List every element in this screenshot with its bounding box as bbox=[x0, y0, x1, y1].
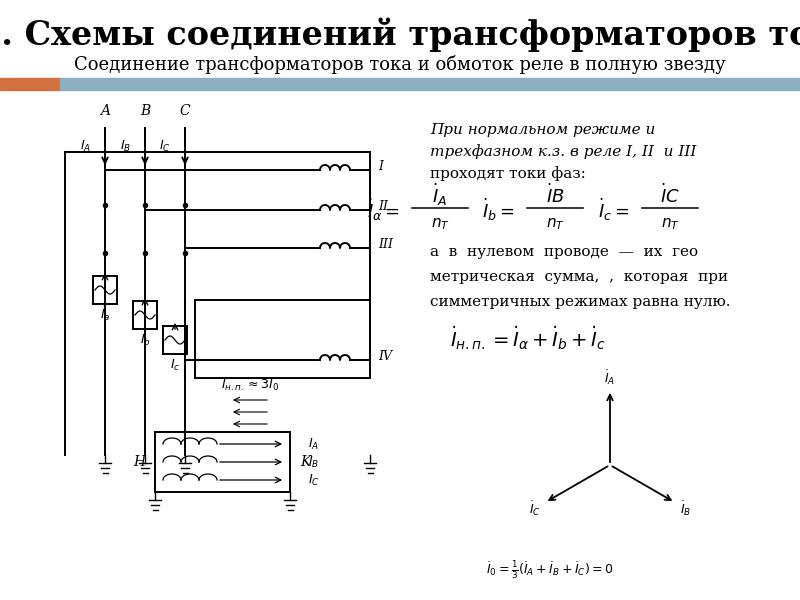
Text: $n_T$: $n_T$ bbox=[661, 216, 679, 232]
Text: IV: IV bbox=[378, 350, 392, 364]
Text: $I_{н.п.}\approx 3I_0$: $I_{н.п.}\approx 3I_0$ bbox=[221, 377, 279, 392]
Text: $n_T$: $n_T$ bbox=[546, 216, 565, 232]
Bar bbox=[60, 78, 800, 90]
Text: I: I bbox=[378, 160, 383, 173]
Text: $\dot{I}_B$: $\dot{I}_B$ bbox=[680, 499, 691, 518]
Text: $\dot{I}_c=$: $\dot{I}_c=$ bbox=[598, 197, 630, 223]
Text: $\dot{I}_0=\frac{1}{3}(\dot{I}_A+\dot{I}_B+\dot{I}_C)=0$: $\dot{I}_0=\frac{1}{3}(\dot{I}_A+\dot{I}… bbox=[486, 560, 614, 581]
Text: $\dot{I}B$: $\dot{I}B$ bbox=[546, 184, 564, 206]
Text: 2.2. Схемы соединений трансформаторов тока: 2.2. Схемы соединений трансформаторов то… bbox=[0, 18, 800, 52]
Text: A: A bbox=[100, 104, 110, 118]
Text: $I_B$: $I_B$ bbox=[120, 139, 131, 154]
Text: $I_A$: $I_A$ bbox=[80, 139, 91, 154]
Text: При нормальном режиме и: При нормальном режиме и bbox=[430, 123, 655, 137]
Bar bbox=[133, 301, 157, 329]
Text: $\dot{I}_b=$: $\dot{I}_b=$ bbox=[482, 197, 515, 223]
Text: $\dot{I}C$: $\dot{I}C$ bbox=[660, 184, 680, 206]
Text: Соединение трансформаторов тока и обмоток реле в полную звезду: Соединение трансформаторов тока и обмото… bbox=[74, 55, 726, 74]
Text: $\dot{I}_{н.п.} = \dot{I}_\alpha + \dot{I}_b + \dot{I}_c$: $\dot{I}_{н.п.} = \dot{I}_\alpha + \dot{… bbox=[450, 324, 606, 352]
Text: III: III bbox=[378, 238, 393, 251]
Text: $I_a$: $I_a$ bbox=[100, 308, 110, 323]
Bar bbox=[93, 276, 117, 304]
Text: $n_T$: $n_T$ bbox=[430, 216, 450, 232]
Text: B: B bbox=[140, 104, 150, 118]
Text: H: H bbox=[133, 455, 145, 469]
Bar bbox=[163, 326, 187, 354]
Text: $I_C$: $I_C$ bbox=[308, 472, 320, 488]
Text: метрическая  сумма,  ,  которая  при: метрическая сумма, , которая при bbox=[430, 270, 728, 284]
Text: а  в  нулевом  проводе  —  их  гео: а в нулевом проводе — их гео bbox=[430, 245, 698, 259]
Text: $\dot{I}_A$: $\dot{I}_A$ bbox=[605, 368, 615, 388]
Text: проходят токи фаз:: проходят токи фаз: bbox=[430, 167, 586, 181]
Text: K: K bbox=[300, 455, 310, 469]
Text: II: II bbox=[378, 200, 388, 214]
Text: трехфазном к.з. в реле I, II  и III: трехфазном к.з. в реле I, II и III bbox=[430, 145, 696, 160]
Text: $\dot{I}_C$: $\dot{I}_C$ bbox=[529, 499, 541, 518]
Text: $\dot{I}_\alpha=$: $\dot{I}_\alpha=$ bbox=[367, 197, 400, 223]
Bar bbox=[0, 78, 60, 90]
Text: $\dot{I}_A$: $\dot{I}_A$ bbox=[432, 182, 448, 208]
Text: $I_c$: $I_c$ bbox=[170, 358, 180, 373]
Text: $I_b$: $I_b$ bbox=[139, 333, 150, 348]
Text: симметричных режимах равна нулю.: симметричных режимах равна нулю. bbox=[430, 295, 730, 309]
Text: $I_A$: $I_A$ bbox=[308, 436, 319, 452]
Text: C: C bbox=[180, 104, 190, 118]
Text: $I_C$: $I_C$ bbox=[159, 139, 171, 154]
Bar bbox=[155, 432, 290, 492]
Text: $I_B$: $I_B$ bbox=[308, 454, 319, 470]
